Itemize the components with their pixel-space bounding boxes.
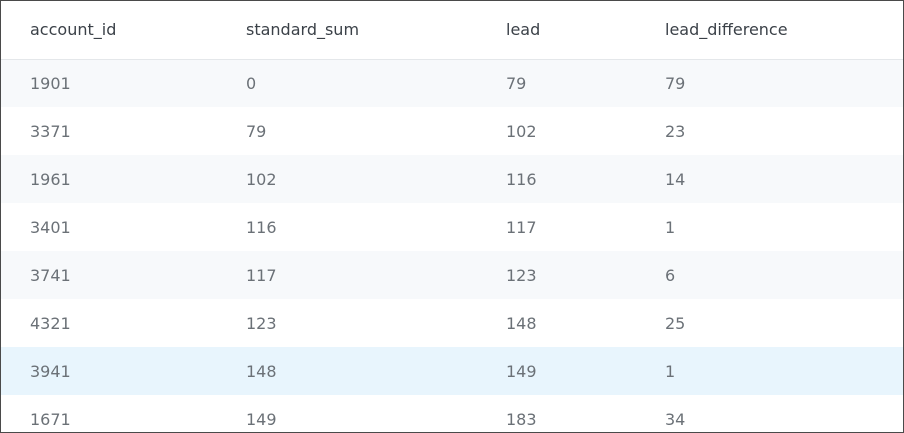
column-header-standard-sum[interactable]: standard_sum [217, 1, 477, 60]
table-row-highlighted[interactable]: 3941 148 149 1 [1, 347, 903, 395]
cell-lead-difference: 1 [665, 361, 676, 381]
cell-lead-difference: 14 [665, 169, 686, 189]
cell-standard-sum: 123 [246, 313, 277, 333]
cell-lead: 79 [506, 73, 527, 93]
table-row[interactable]: 1901 0 79 79 [1, 59, 903, 107]
cell-account-id: 1901 [30, 73, 71, 93]
table-body: 1901 0 79 79 3371 79 102 23 1961 102 116… [1, 59, 903, 432]
cell-lead: 183 [506, 409, 537, 429]
cell-account-id: 4321 [30, 313, 71, 333]
cell-lead-difference: 6 [665, 265, 676, 285]
cell-lead: 149 [506, 361, 537, 381]
table-row[interactable]: 1961 102 116 14 [1, 155, 903, 203]
cell-lead: 117 [506, 217, 537, 237]
cell-account-id: 3941 [30, 361, 71, 381]
column-header-lead[interactable]: lead [477, 1, 636, 60]
cell-standard-sum: 117 [246, 265, 277, 285]
cell-standard-sum: 116 [246, 217, 277, 237]
table-row[interactable]: 3371 79 102 23 [1, 107, 903, 155]
cell-lead: 123 [506, 265, 537, 285]
table-row[interactable]: 3401 116 117 1 [1, 203, 903, 251]
cell-standard-sum: 102 [246, 169, 277, 189]
cell-lead-difference: 25 [665, 313, 686, 333]
table-row[interactable]: 1671 149 183 34 [1, 395, 903, 432]
cell-account-id: 1671 [30, 409, 71, 429]
cell-account-id: 3401 [30, 217, 71, 237]
cell-standard-sum: 0 [246, 73, 257, 93]
column-header-account-id[interactable]: account_id [1, 1, 217, 60]
cell-account-id: 3741 [30, 265, 71, 285]
cell-lead: 148 [506, 313, 537, 333]
cell-lead-difference: 34 [665, 409, 686, 429]
table-row[interactable]: 4321 123 148 25 [1, 299, 903, 347]
cell-standard-sum: 79 [246, 121, 267, 141]
cell-standard-sum: 148 [246, 361, 277, 381]
column-header-lead-difference[interactable]: lead_difference [636, 1, 903, 60]
cell-account-id: 3371 [30, 121, 71, 141]
cell-lead-difference: 79 [665, 73, 686, 93]
table-header: account_id standard_sum lead lead_differ… [1, 1, 903, 60]
cell-lead: 102 [506, 121, 537, 141]
cell-lead-difference: 23 [665, 121, 686, 141]
cell-lead-difference: 1 [665, 217, 676, 237]
cell-lead: 116 [506, 169, 537, 189]
header-row: account_id standard_sum lead lead_differ… [1, 1, 903, 60]
table-row[interactable]: 3741 117 123 6 [1, 251, 903, 299]
cell-standard-sum: 149 [246, 409, 277, 429]
cell-account-id: 1961 [30, 169, 71, 189]
